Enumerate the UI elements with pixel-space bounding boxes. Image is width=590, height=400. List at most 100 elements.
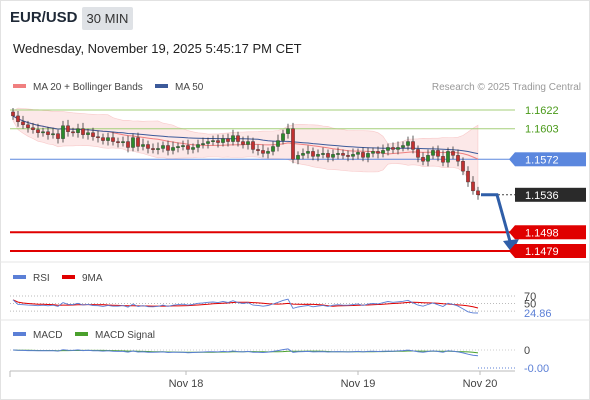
candle-body [416,149,420,158]
candle-body [121,141,125,143]
candle-body [11,111,15,117]
candle-body [226,138,230,142]
candle-body [396,147,400,150]
candle-body [306,151,310,154]
candle-body [161,145,165,149]
candle-body [246,141,250,145]
candle-body [41,131,45,134]
candle-body [291,128,295,160]
candle-body [471,181,475,192]
level-tag-pointer [509,244,515,258]
candle-body [281,133,285,141]
candle-body [261,150,265,154]
rsi-line [12,298,479,314]
candle-body [276,140,280,147]
candle-body [21,121,25,125]
rsi-legend-label: RSI [33,273,50,284]
candle-body [446,151,450,163]
copyright-label: Research © 2025 Trading Central [432,82,581,93]
datetime-label: Wednesday, November 19, 2025 5:45:17 PM … [13,41,302,56]
level-label-1.1572: 1.1572 [525,154,559,166]
macd-line [12,348,479,357]
candle-body [51,133,55,136]
bollinger-band-area [12,107,479,194]
ma50-line [12,115,479,155]
macd-value-label: -0.00 [524,363,549,375]
candle-body [61,125,65,139]
last-price-tag [515,187,586,202]
candle-body [196,144,200,148]
candle-body [311,151,315,157]
candle-body [131,137,135,148]
level-label-1.1498: 1.1498 [525,227,559,239]
candle-body [56,133,60,139]
candle-body [176,146,180,148]
candle-body [366,153,370,158]
candle-body [341,153,345,156]
candle-body [361,152,365,158]
candle-body [156,148,160,150]
candle-body [371,151,375,154]
candle-body [321,153,325,155]
candle-body [171,147,175,151]
candle-body [461,161,465,172]
forecast-arrow-line [481,193,513,246]
candle-body [251,141,255,150]
ma50-legend-swatch [155,84,168,88]
level-label-1.1479: 1.1479 [525,246,559,258]
level-label-1.1603: 1.1603 [525,124,559,136]
timeframe-button[interactable]: 30 MIN [82,7,133,30]
candle-body [151,148,155,150]
candle-body [331,154,335,158]
candle-body [296,155,300,160]
level-tag-pointer [509,152,515,167]
candle-body [16,115,20,123]
moving-averages [12,115,479,160]
candle-body [111,137,115,142]
ma20-legend-label: MA 20 + Bollinger Bands [33,82,143,93]
candle-body [421,157,425,162]
candle-body [186,145,190,150]
candle-body [221,138,225,143]
candle-body [46,131,50,135]
x-tick-label: Nov 18 [169,378,204,390]
candle-body [191,147,195,150]
level-tag-1.1572 [515,152,586,167]
rsi-value-label: 24.86 [524,308,552,320]
candle-body [236,135,240,142]
x-tick-label: Nov 20 [463,378,498,390]
candle-body [66,125,70,132]
level-lines [10,109,515,252]
candle-body [181,145,185,147]
candle-body [326,153,330,158]
candle-body [266,151,270,154]
candle-body [346,155,350,157]
candle-body [206,141,210,144]
rsi-ma-legend-label: 9MA [82,273,103,284]
candle-body [96,136,100,139]
rsi-legend-swatch [13,275,26,279]
candle-body [166,145,170,151]
level-labels: 1.1622 1.1603 1.1572 1.1536 1.1498 1.1479 [509,105,586,258]
candle-body [81,128,85,135]
level-tag-1.1498 [515,225,586,240]
level-tag-1.1479 [515,244,586,258]
forecast-arrowhead [503,239,519,253]
candle-body [466,170,470,183]
rsi-ma-legend-swatch [62,275,75,279]
candle-body [211,140,215,142]
candle-body [26,124,30,128]
candle-body [386,147,390,151]
ma50-legend-label: MA 50 [175,82,204,93]
candle-body [71,131,75,134]
candle-body [76,128,80,133]
candle-body [216,140,220,143]
level-label-1.1622: 1.1622 [525,105,559,117]
candle-body [106,137,110,141]
candle-body [476,190,480,195]
candle-body [86,132,90,135]
candle-body [376,151,380,154]
